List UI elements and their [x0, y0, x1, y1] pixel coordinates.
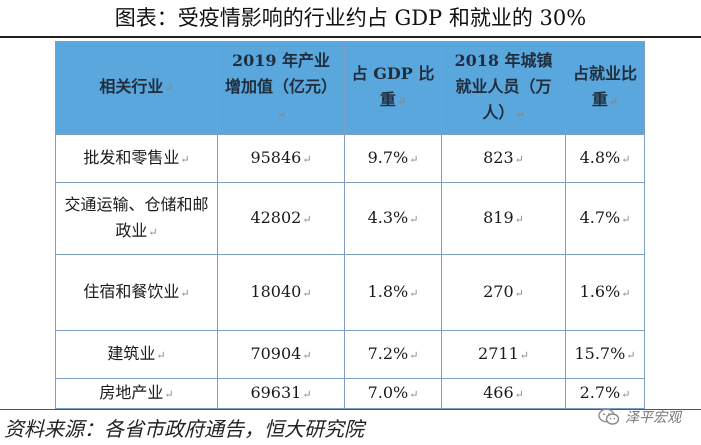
wechat-icon	[598, 408, 620, 425]
watermark: 泽平宏观	[598, 404, 681, 430]
cell-employment-share: 15.7%↵	[565, 330, 645, 379]
cell-value-added: 18040↵	[217, 254, 345, 331]
header-value-added: 2019 年产业增加值（亿元）↵	[217, 41, 345, 135]
cell-industry: 房地产业↵	[55, 378, 218, 409]
cell-employment-share: 4.7%↵	[565, 182, 645, 255]
cell-employment: 819↵	[441, 182, 566, 255]
cell-employment-share: 4.8%↵	[565, 134, 645, 183]
cell-gdp-share: 7.0%↵	[344, 378, 442, 409]
source-rule	[0, 409, 701, 410]
cell-gdp-share: 7.2%↵	[344, 330, 442, 379]
cell-industry: 交通运输、仓储和邮政业↵	[55, 182, 218, 255]
figure-title: 图表：受疫情影响的行业约占 GDP 和就业的 30%	[114, 6, 587, 30]
source-note: 资料来源：各省市政府通告，恒大研究院	[4, 417, 364, 441]
cell-employment: 823↵	[441, 134, 566, 183]
cell-gdp-share: 1.8%↵	[344, 254, 442, 331]
cell-employment: 2711↵	[441, 330, 566, 379]
cell-value-added: 70904↵	[217, 330, 345, 379]
header-employment: 2018 年城镇就业人员（万人）↵	[441, 41, 566, 135]
table-row: 批发和零售业↵ 95846↵ 9.7%↵ 823↵ 4.8%↵	[55, 134, 645, 183]
header-employment-share: 占就业比重↵	[565, 41, 645, 135]
table-header-row: 相关行业↵ 2019 年产业增加值（亿元）↵ 占 GDP 比重↵ 2018 年城…	[55, 41, 645, 135]
cell-gdp-share: 9.7%↵	[344, 134, 442, 183]
cell-employment-share: 2.7%↵	[565, 378, 645, 409]
cell-employment: 466↵	[441, 378, 566, 409]
table-row: 建筑业↵ 70904↵ 7.2%↵ 2711↵ 15.7%↵	[55, 330, 645, 379]
industry-table: 相关行业↵ 2019 年产业增加值（亿元）↵ 占 GDP 比重↵ 2018 年城…	[55, 41, 645, 409]
cell-industry: 建筑业↵	[55, 330, 218, 379]
cell-industry: 住宿和餐饮业↵	[55, 254, 218, 331]
cell-employment: 270↵	[441, 254, 566, 331]
watermark-text: 泽平宏观	[625, 410, 681, 426]
table-row: 住宿和餐饮业↵ 18040↵ 1.8%↵ 270↵ 1.6%↵	[55, 254, 645, 331]
cell-employment-share: 1.6%↵	[565, 254, 645, 331]
cell-value-added: 42802↵	[217, 182, 345, 255]
table-row: 房地产业↵ 69631↵ 7.0%↵ 466↵ 2.7%↵	[55, 378, 645, 409]
header-gdp-share: 占 GDP 比重↵	[344, 41, 442, 135]
table-row: 交通运输、仓储和邮政业↵ 42802↵ 4.3%↵ 819↵ 4.7%↵	[55, 182, 645, 255]
header-industry: 相关行业↵	[55, 41, 218, 135]
cell-industry: 批发和零售业↵	[55, 134, 218, 183]
cell-value-added: 69631↵	[217, 378, 345, 409]
cell-gdp-share: 4.3%↵	[344, 182, 442, 255]
title-rule	[0, 36, 701, 38]
cell-value-added: 95846↵	[217, 134, 345, 183]
